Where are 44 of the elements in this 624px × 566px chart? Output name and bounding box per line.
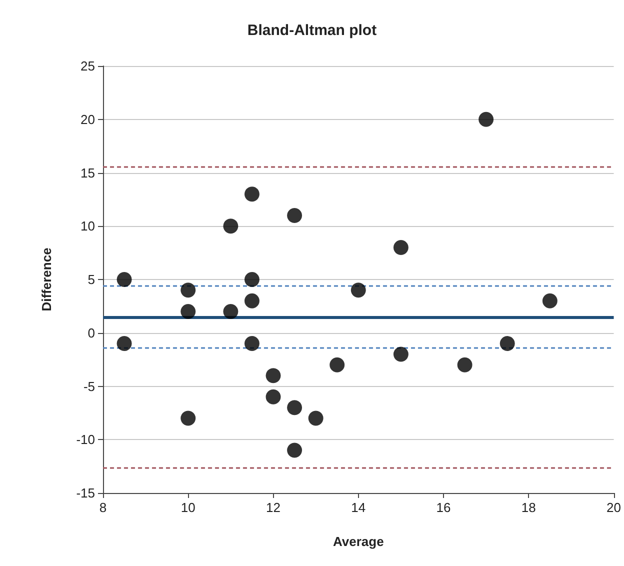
point [457,357,472,372]
point [180,410,196,426]
y-tick-label: 5 [88,272,95,287]
x-tick-label: 20 [606,500,622,515]
x-tick-label: 18 [521,500,536,515]
point [308,410,324,426]
point [116,272,132,287]
point [287,442,302,458]
point [244,336,260,352]
point [266,389,281,404]
chart-title: Bland-Altman plot [247,22,377,39]
y-tick-label: 25 [80,58,95,74]
point [478,112,494,127]
point [287,208,302,223]
y-tick-label: 0 [88,325,95,340]
point [500,336,515,352]
y-tick-label: 10 [80,218,95,234]
x-tick-label: 10 [180,500,196,515]
point [393,240,408,255]
y-tick-label: -5 [83,378,95,394]
point [223,304,238,320]
y-tick-label: -10 [76,432,95,448]
x-tick-label: 8 [99,500,107,515]
y-tick-label: 15 [80,165,95,180]
point [266,368,281,384]
point [244,186,260,202]
point [116,336,132,352]
point [287,400,302,416]
x-axis-title: Average [332,534,384,549]
x-tick-label: 16 [436,500,451,515]
y-tick-label: -15 [76,486,95,500]
point [180,282,196,298]
point [244,272,260,287]
x-tick-label: 12 [266,500,280,515]
x-tick-label: 14 [351,500,366,515]
point [223,218,238,234]
y-tick-label: 20 [80,112,95,127]
point [542,293,558,308]
point [330,357,345,372]
y-axis-title: Difference [39,248,54,312]
point [393,346,408,362]
point [350,282,366,298]
point [180,304,196,320]
point [244,293,260,308]
